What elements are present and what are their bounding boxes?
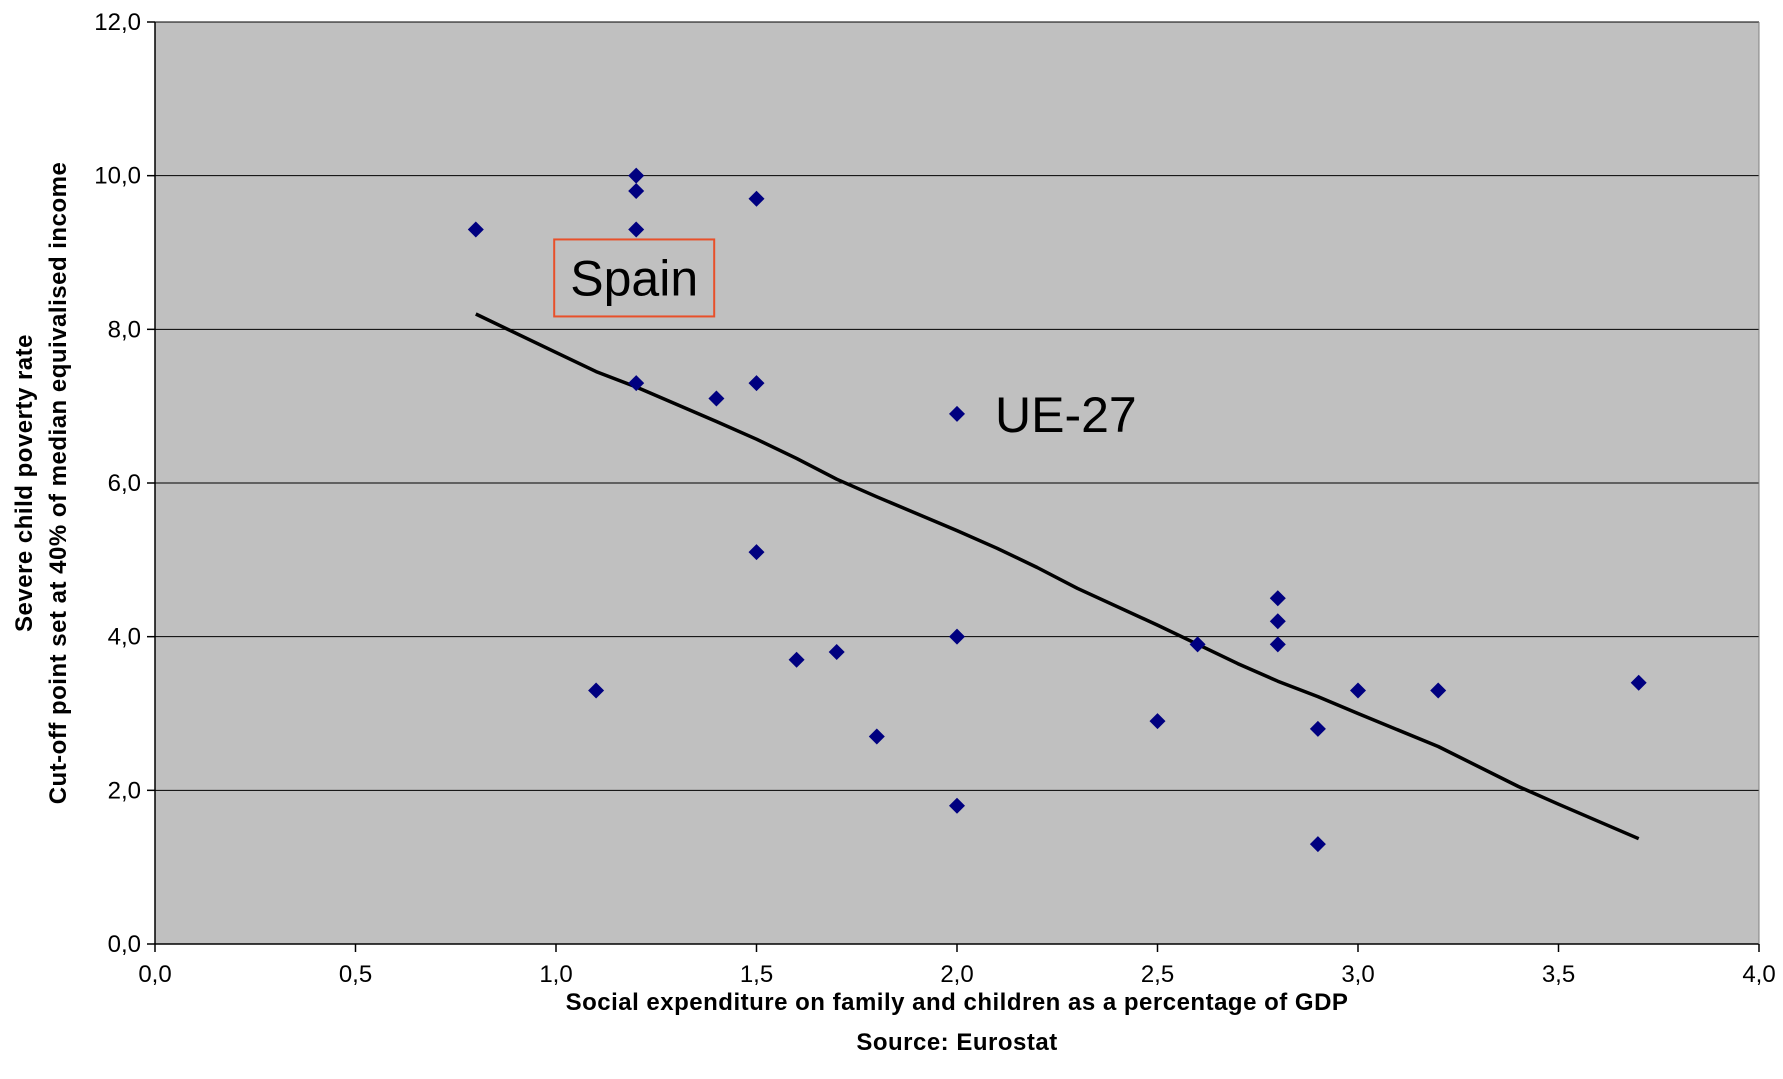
y-tick-label: 2,0 — [108, 777, 141, 804]
data-point — [788, 651, 805, 668]
x-tick-label: 0,5 — [339, 961, 372, 988]
annotations: Spain UE-27 — [553, 238, 1137, 443]
data-point — [628, 167, 645, 184]
y-axis-title: Severe child poverty rate Cut-off point … — [11, 162, 72, 805]
data-point — [1350, 682, 1366, 699]
data-point — [628, 375, 645, 392]
x-tick-label: 0,0 — [138, 961, 171, 988]
data-point — [949, 797, 965, 814]
tick-labels: 0,0 2,0 4,0 6,0 8,0 10,0 12,0 0,0 0,5 1,0 1,5 2,0 2,… — [94, 9, 1775, 988]
x-tick-label: 1,0 — [539, 961, 572, 988]
data-point — [949, 405, 965, 422]
data-point — [1630, 674, 1647, 691]
y-tick-label: 12,0 — [94, 9, 141, 36]
ue27-annotation-label: UE-27 — [995, 387, 1137, 443]
x-tick-label: 1,5 — [740, 961, 773, 988]
data-point — [1309, 720, 1326, 737]
data-point — [828, 644, 845, 661]
trend-line-group — [475, 312, 1640, 841]
data-point — [628, 221, 645, 238]
data-point — [1189, 636, 1206, 653]
data-point — [1269, 590, 1286, 607]
data-point — [708, 390, 725, 407]
x-tick-label: 2,0 — [940, 961, 973, 988]
data-point — [748, 190, 765, 207]
x-axis-title: Social expenditure on family and childre… — [566, 989, 1349, 1016]
data-point — [628, 183, 645, 200]
y-tick-label: 10,0 — [94, 163, 141, 190]
x-tick-label: 3,0 — [1341, 961, 1374, 988]
y-tick-label: 8,0 — [108, 316, 141, 343]
x-tick-label: 2,5 — [1141, 961, 1174, 988]
spain-annotation-box — [553, 238, 716, 318]
x-tick-label: 3,5 — [1542, 961, 1575, 988]
y-tick-label: 0,0 — [108, 931, 141, 958]
y-axis-title-line-1: Severe child poverty rate — [11, 334, 38, 632]
data-point — [1430, 682, 1447, 699]
y-axis-title-line-2: Cut-off point set at 40% of median equiv… — [45, 162, 72, 805]
data-point — [1269, 636, 1286, 653]
data-point — [588, 682, 605, 699]
trend-line — [475, 312, 1640, 841]
data-point — [467, 221, 484, 238]
spain-annotation-label: Spain — [570, 250, 698, 306]
data-point — [1269, 613, 1286, 630]
data-point — [1149, 713, 1166, 730]
data-point — [949, 628, 965, 645]
axes — [147, 21, 1760, 952]
source-label: Source: Eurostat — [856, 1029, 1057, 1056]
data-point — [748, 375, 765, 392]
data-point — [748, 544, 765, 561]
data-point — [868, 728, 885, 745]
data-point — [1309, 836, 1326, 853]
y-tick-label: 4,0 — [108, 624, 141, 651]
x-tick-label: 4,0 — [1742, 961, 1775, 988]
y-tick-label: 6,0 — [108, 470, 141, 497]
data-points — [467, 167, 1647, 853]
